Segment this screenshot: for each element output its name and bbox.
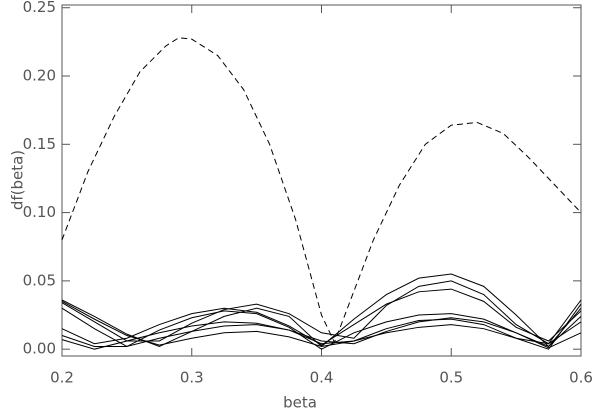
y-tick-label: 0.15	[23, 135, 56, 153]
y-tick-label: 0.20	[23, 67, 56, 85]
line	[61, 288, 582, 346]
x-tick-label: 0.5	[439, 369, 463, 387]
y-tick-label: 0.10	[23, 203, 56, 221]
line	[61, 273, 582, 348]
x-axis-label: beta	[283, 394, 317, 412]
y-tick-label: 0.00	[23, 340, 56, 358]
line	[61, 317, 582, 349]
y-tick-label: 0.05	[23, 271, 56, 289]
x-tick-label: 0.3	[180, 369, 204, 387]
y-tick-label: 0.25	[23, 0, 56, 16]
line	[61, 300, 582, 350]
x-tick-label: 0.2	[50, 369, 74, 387]
x-tick-label: 0.6	[569, 369, 593, 387]
y-axis-label: df(beta)	[9, 150, 27, 210]
dashed-line	[61, 37, 582, 344]
x-tick-label: 0.4	[310, 369, 334, 387]
line	[61, 307, 582, 350]
